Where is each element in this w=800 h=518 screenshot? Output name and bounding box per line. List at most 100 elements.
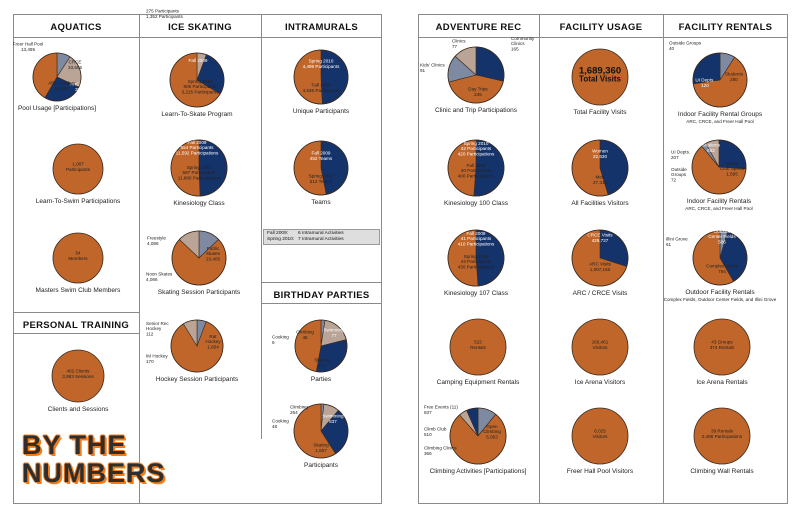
section-title-aquatics: AQUATICS <box>50 22 102 33</box>
intramural-fall-value: 6 Intramural Activities <box>298 231 344 236</box>
pie-label: Swimming <box>322 414 344 419</box>
section-title-adventure-rec: ADVENTURE REC <box>435 22 522 33</box>
pie-outline <box>32 52 82 102</box>
chart-subcaption: ARC, CRCE, and Freer Hall Pool <box>686 119 754 124</box>
chart-caption: Clinic and Trip Participations <box>434 107 517 114</box>
pie-label: 506 <box>718 239 726 244</box>
pie-label: 114 <box>318 363 326 368</box>
chart-caption: Learn-To-Skate Program <box>161 111 233 118</box>
pie-label: Students <box>725 72 744 77</box>
pie-label: 522 <box>474 340 482 345</box>
pie-outline <box>449 407 507 465</box>
pie-label: 512 Teams <box>310 179 333 184</box>
pie-slice <box>320 140 349 195</box>
pie-label: IM Hockey <box>146 354 168 359</box>
pie-label: 1,007,155 <box>590 267 611 272</box>
pie-label: 1,689,360 <box>579 65 621 76</box>
pie-label: Public <box>207 246 220 251</box>
pie-label: 510 <box>424 432 432 437</box>
intramural-activities-box <box>263 229 380 245</box>
pie-label: Freestyle <box>147 236 166 241</box>
pie-label: 207 <box>671 155 679 160</box>
pie-label: 452 Teams <box>310 156 333 161</box>
pie-label: 805 Participants <box>184 84 218 89</box>
chart-caption: Participants <box>304 462 338 469</box>
pie-outline <box>170 139 228 197</box>
chart-caption: Learn-To-Swim Participations <box>35 198 121 205</box>
pie-label: 1,352 Participants <box>146 14 183 19</box>
pie-label: Hockey <box>205 339 221 344</box>
pie-outline <box>691 139 747 195</box>
chart-caption: Camping Equipment Rentals <box>436 379 520 386</box>
pie-label: 587 Participants <box>183 170 217 175</box>
pie-label: 48 <box>272 424 278 429</box>
pie-label: 374 Rentals <box>710 345 735 350</box>
divider <box>418 37 788 38</box>
pie-label: Outside <box>671 167 687 172</box>
pie-label: 3,983 Sessions <box>62 374 94 379</box>
pie-label: Open <box>486 424 498 429</box>
pie-label: 4,086 <box>147 241 159 246</box>
pie-label: 6 <box>272 340 275 345</box>
divider <box>663 14 664 504</box>
pie-label: ARC Visits <box>589 262 612 267</box>
chart-subcaption: ARC, CRCE, and Freer Hall Pool <box>685 206 753 211</box>
pie-label: Fall 2009 <box>312 83 331 88</box>
pie-label: Climbing Clinics <box>424 446 457 451</box>
pie-label: 11,592 Participations <box>176 150 219 155</box>
pie-label: 3,215 Participants <box>182 89 219 94</box>
pie-label: Community <box>511 36 535 41</box>
pie-label: 23,405 <box>206 256 220 261</box>
pie-slice <box>693 407 751 465</box>
pie-slice <box>449 318 507 376</box>
pie-label: Women <box>592 149 608 154</box>
pie-label: 54 <box>75 251 81 256</box>
pie-label: Outdoor <box>714 229 731 234</box>
pie-label: Freer Hall Pool <box>13 42 44 47</box>
pie-label: 120 <box>701 83 709 88</box>
pie-label: Club Sports <box>720 166 745 171</box>
pie-label: Participants <box>66 167 91 172</box>
pie-label: 275 Participants <box>146 9 180 14</box>
pie-outline <box>294 319 348 373</box>
pie-label: 6,025 <box>594 429 606 434</box>
pie-outline <box>447 139 505 197</box>
intramural-spring-value: 7 Intramural Activities <box>298 237 344 242</box>
chart-caption: Indoor Facility Rentals <box>686 198 752 205</box>
pie-label: Illini Grove <box>666 237 688 242</box>
pie-label: Skating <box>313 443 329 448</box>
pie-label: Day Trips <box>468 87 488 92</box>
chart-caption: Parties <box>310 376 332 383</box>
pie-label: Skates <box>206 251 221 256</box>
pie-label: Fall 2009 <box>312 151 331 156</box>
pie-label: Skating <box>314 358 330 363</box>
pie-label: 27,312 <box>593 180 607 185</box>
pie-label: 41 Participants <box>461 236 492 241</box>
chart-caption: Masters Swim Club Members <box>35 287 121 294</box>
pie-label: UI Depts. <box>695 78 714 83</box>
chart-caption: Unique Participants <box>292 108 350 115</box>
pie-label: ARC Outdoor <box>48 81 76 86</box>
divider <box>539 14 540 504</box>
pie-label: Climbing <box>296 330 314 335</box>
pie-outline <box>692 52 748 108</box>
pie-outline <box>170 319 224 373</box>
pie-slice <box>294 319 322 372</box>
pie-label: 4,646 Participants <box>303 88 340 93</box>
pie-outline <box>169 52 225 108</box>
pie-label: 72 <box>671 177 677 182</box>
chart-caption: Clients and Sessions <box>47 406 109 413</box>
chart-caption: Ice Arena Rentals <box>696 379 748 386</box>
